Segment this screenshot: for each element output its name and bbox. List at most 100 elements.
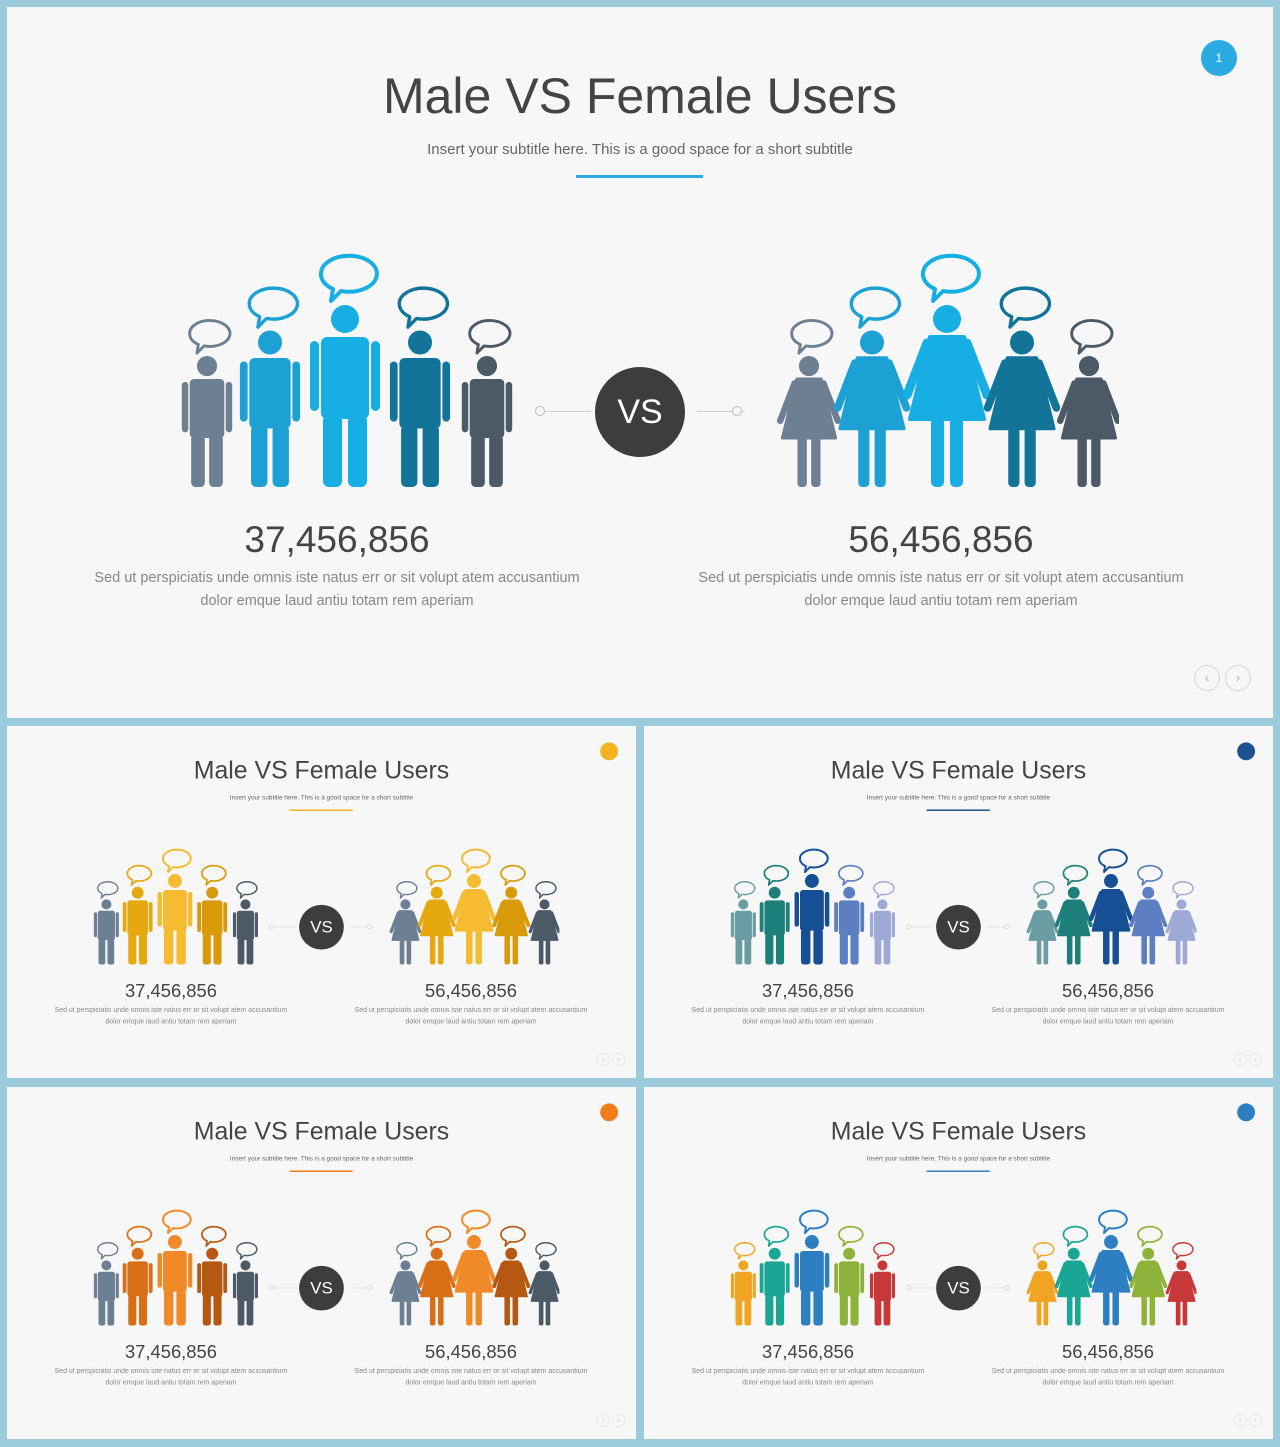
male-person-icon [157,848,193,965]
male-description: Sed ut perspiciatis unde omnis iste natu… [679,1365,937,1388]
speech-bubble-icon [236,1242,258,1260]
male-person-icon [232,881,258,965]
speech-bubble-icon [798,848,829,874]
male-person-icon [122,864,153,965]
male-description-line-2: dolor emque laud antiu totam rem aperiam [742,1017,874,1026]
page-number-badge: 2 [600,742,619,761]
prev-slide-button[interactable]: ‹ [596,1413,610,1427]
connector-line-left [543,411,591,412]
speech-bubble-icon [97,881,119,899]
female-description-line-1: Sed ut perspiciatis unde omnis iste natu… [354,1366,588,1375]
female-person-icon [451,1209,497,1326]
female-description: Sed ut perspiciatis unde omnis iste natu… [342,1365,600,1388]
speech-bubble-icon [1033,881,1055,899]
title-underline [289,809,353,811]
male-users-value: 37,456,856 [761,980,854,1001]
slide-3[interactable]: Male VS Female Users Insert your subtitl… [644,726,1273,1078]
speech-bubble-icon [247,286,300,329]
page-number-badge: 1 [1201,40,1237,76]
speech-bubble-icon [1172,881,1194,899]
male-description: Sed ut perspiciatis unde omnis iste natu… [679,1004,937,1027]
connector-line-right [697,411,745,412]
speech-bubble-icon [1137,1225,1163,1247]
speech-bubble-icon [999,286,1052,329]
male-person-icon [181,319,233,487]
male-users-value: 37,456,856 [124,980,217,1001]
prev-slide-button[interactable]: ‹ [1233,1413,1247,1427]
vs-badge: VS [299,1265,344,1311]
slide-subtitle: Insert your subtitle here. This is a goo… [229,1154,414,1163]
slide-title: Male VS Female Users [830,756,1087,785]
slide-5[interactable]: Male VS Female Users Insert your subtitl… [644,1087,1273,1439]
male-description-line-2: dolor emque laud antiu totam rem aperiam [105,1378,237,1387]
speech-bubble-icon [500,864,526,886]
female-person-icon [528,881,560,965]
male-person-icon [730,881,756,965]
chevron-left-icon: ‹ [1238,1054,1242,1063]
male-person-icon [157,1209,193,1326]
speech-bubble-icon [126,864,153,886]
female-description-line-1: Sed ut perspiciatis unde omnis iste natu… [991,1366,1225,1375]
prev-slide-button[interactable]: ‹ [596,1052,610,1066]
next-slide-button[interactable]: › [1249,1413,1263,1427]
male-description: Sed ut perspiciatis unde omnis iste natu… [77,567,597,613]
connector-dot-right [732,406,742,416]
male-person-icon [122,1225,153,1326]
female-person-icon [1165,881,1197,965]
female-description: Sed ut perspiciatis unde omnis iste natu… [681,567,1201,613]
female-users-value: 56,456,856 [848,519,1034,560]
female-users-value: 56,456,856 [1062,980,1155,1001]
female-description-line-2: dolor emque laud antiu totam rem aperiam [804,593,1078,609]
prev-slide-button[interactable]: ‹ [1233,1052,1247,1066]
next-slide-button[interactable]: › [612,1052,626,1066]
male-description-line-1: Sed ut perspiciatis unde omnis iste natu… [691,1366,925,1375]
slide-2[interactable]: Male VS Female Users Insert your subtitl… [7,726,636,1078]
slide-1[interactable]: Male VS Female Users Insert your subtitl… [7,7,1273,718]
vs-badge: VS [936,904,981,950]
female-figures-group [1026,848,1197,965]
speech-bubble-icon [1098,1209,1128,1235]
speech-bubble-icon [763,864,790,886]
speech-bubble-icon [849,286,902,329]
female-description: Sed ut perspiciatis unde omnis iste natu… [342,1004,600,1027]
prev-slide-button[interactable]: ‹ [1194,665,1220,691]
male-person-icon [239,286,301,487]
speech-bubble-icon [873,1242,895,1260]
speech-bubble-icon [1098,848,1128,874]
speech-bubble-icon [425,1225,452,1247]
female-person-icon [451,848,497,965]
male-person-icon [93,881,119,965]
speech-bubble-icon [535,1242,557,1260]
female-description-line-2: dolor emque laud antiu totam rem aperiam [1042,1378,1174,1387]
next-slide-button[interactable]: › [1225,665,1251,691]
female-description-line-2: dolor emque laud antiu totam rem aperiam [1042,1017,1174,1026]
speech-bubble-icon [500,1225,526,1247]
next-slide-button[interactable]: › [1249,1052,1263,1066]
female-figures-group [389,1209,560,1326]
male-person-icon [869,881,895,965]
female-figures-group [389,848,560,965]
slide-subtitle: Insert your subtitle here. This is a goo… [866,793,1051,802]
speech-bubble-icon [1062,864,1089,886]
vs-badge: VS [595,367,685,457]
vs-badge: VS [299,904,344,950]
female-description-line-2: dolor emque laud antiu totam rem aperiam [405,1017,537,1026]
speech-bubble-icon [397,286,450,329]
female-users-value: 56,456,856 [425,1341,518,1362]
chevron-right-icon: › [617,1415,620,1424]
male-person-icon [834,1225,865,1326]
male-person-icon [310,253,380,487]
female-person-icon [389,881,422,965]
male-users-value: 37,456,856 [124,1341,217,1362]
female-person-icon [417,1225,456,1326]
slide-4[interactable]: Male VS Female Users Insert your subtitl… [7,1087,636,1439]
male-person-icon [730,1242,756,1326]
male-description-line-2: dolor emque laud antiu totam rem aperiam [200,593,474,609]
male-person-icon [794,1209,830,1326]
next-slide-button[interactable]: › [612,1413,626,1427]
speech-bubble-icon [461,1209,491,1235]
speech-bubble-icon [1137,864,1163,886]
speech-bubble-icon [734,1242,756,1260]
speech-bubble-icon [425,864,452,886]
male-person-icon [794,848,830,965]
